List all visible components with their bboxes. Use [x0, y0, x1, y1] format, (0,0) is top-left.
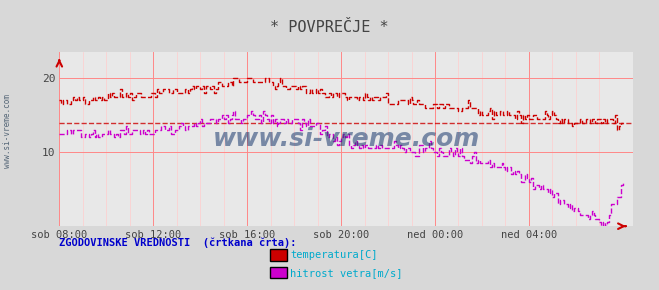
Text: * POVPREČJE *: * POVPREČJE *	[270, 20, 389, 35]
Text: www.si-vreme.com: www.si-vreme.com	[3, 93, 13, 168]
Text: temperatura[C]: temperatura[C]	[290, 250, 378, 260]
Text: hitrost vetra[m/s]: hitrost vetra[m/s]	[290, 268, 403, 278]
Text: ZGODOVINSKE VREDNOSTI  (črtkana črta):: ZGODOVINSKE VREDNOSTI (črtkana črta):	[59, 238, 297, 248]
Text: www.si-vreme.com: www.si-vreme.com	[212, 127, 480, 151]
